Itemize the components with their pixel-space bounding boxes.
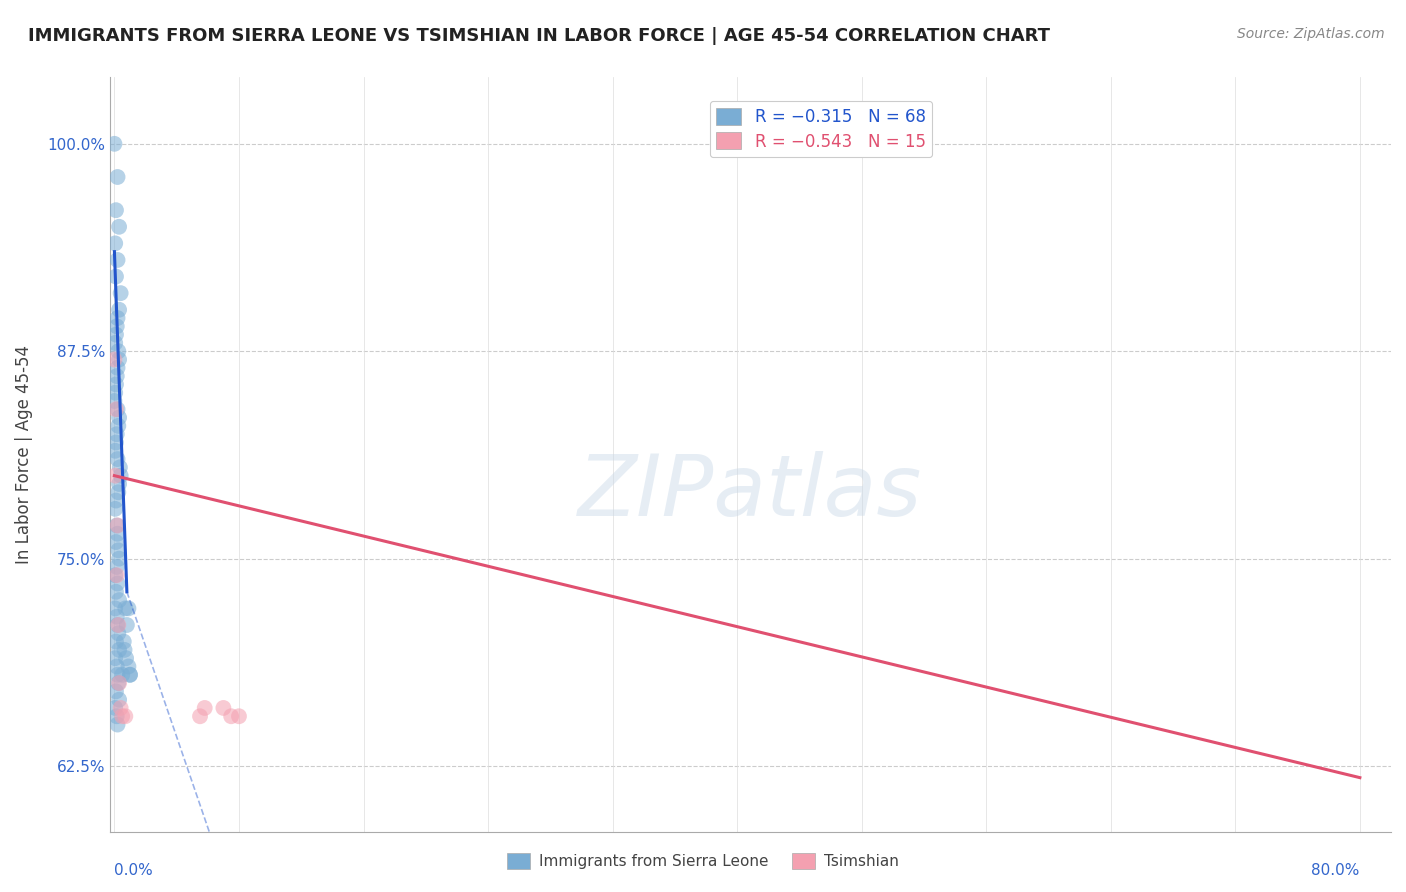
Point (104, 634, 127, 648)
Point (111, 667, 134, 681)
Legend: Immigrants from Sierra Leone, Tsimshian: Immigrants from Sierra Leone, Tsimshian (501, 847, 905, 875)
Point (103, 352, 125, 367)
Point (104, 468, 127, 483)
Point (188, 709, 211, 723)
Point (104, 501, 127, 516)
Point (108, 551, 131, 566)
Point (107, 667, 129, 681)
Point (112, 634, 135, 648)
Text: Source: ZipAtlas.com: Source: ZipAtlas.com (1237, 27, 1385, 41)
Text: 80.0%: 80.0% (1312, 863, 1360, 878)
Point (108, 302, 131, 317)
Point (107, 169, 129, 184)
Point (104, 651, 127, 665)
Point (105, 427, 128, 442)
Y-axis label: In Labor Force | Age 45-54: In Labor Force | Age 45-54 (15, 345, 32, 565)
Point (104, 684, 127, 698)
Point (105, 560, 128, 574)
Point (104, 493, 127, 508)
Point (118, 667, 141, 681)
Point (104, 377, 127, 392)
Point (104, 402, 127, 417)
Point (104, 443, 127, 458)
Point (107, 717, 129, 731)
Text: 0.0%: 0.0% (114, 863, 153, 878)
Point (104, 327, 127, 342)
Point (104, 236, 127, 251)
Point (105, 568, 128, 582)
Point (212, 701, 235, 715)
Point (108, 676, 131, 690)
Point (105, 609, 128, 624)
Point (108, 477, 131, 491)
Point (107, 676, 129, 690)
Point (104, 203, 127, 218)
Point (104, 568, 127, 582)
Point (108, 219, 131, 234)
Point (108, 593, 131, 607)
Point (105, 659, 128, 673)
Point (105, 518, 128, 533)
Point (115, 651, 138, 665)
Point (107, 485, 129, 500)
Point (103, 136, 125, 151)
Point (108, 643, 131, 657)
Point (110, 701, 132, 715)
Text: ZIPatlas: ZIPatlas (578, 451, 922, 534)
Point (107, 518, 129, 533)
Text: IMMIGRANTS FROM SIERRA LEONE VS TSIMSHIAN IN LABOR FORCE | AGE 45-54 CORRELATION: IMMIGRANTS FROM SIERRA LEONE VS TSIMSHIA… (28, 27, 1050, 45)
Point (104, 584, 127, 599)
Point (114, 709, 136, 723)
Point (108, 352, 131, 367)
Point (107, 618, 129, 632)
Point (104, 601, 127, 615)
Point (105, 319, 128, 334)
Point (104, 435, 127, 450)
Point (108, 692, 131, 706)
Point (107, 526, 129, 541)
Point (107, 618, 129, 632)
Point (107, 543, 129, 558)
Point (194, 701, 217, 715)
Point (107, 418, 129, 433)
Point (103, 394, 125, 409)
Point (114, 601, 136, 615)
Legend: R = −0.315   N = 68, R = −0.543   N = 15: R = −0.315 N = 68, R = −0.543 N = 15 (710, 101, 932, 157)
Point (228, 709, 250, 723)
Point (108, 410, 131, 425)
Point (219, 709, 242, 723)
Point (118, 667, 141, 681)
Point (104, 701, 127, 715)
Point (104, 335, 127, 350)
Point (107, 311, 129, 326)
Point (107, 344, 129, 359)
Point (117, 601, 139, 615)
Point (111, 709, 134, 723)
Point (110, 468, 132, 483)
Point (105, 369, 128, 384)
Point (108, 460, 131, 475)
Point (115, 618, 138, 632)
Point (107, 252, 129, 267)
Point (107, 360, 129, 375)
Point (105, 709, 128, 723)
Point (104, 535, 127, 549)
Point (117, 659, 139, 673)
Point (114, 643, 136, 657)
Point (107, 402, 129, 417)
Point (104, 385, 127, 400)
Point (110, 286, 132, 301)
Point (104, 269, 127, 284)
Point (107, 452, 129, 467)
Point (107, 626, 129, 640)
Point (107, 576, 129, 591)
